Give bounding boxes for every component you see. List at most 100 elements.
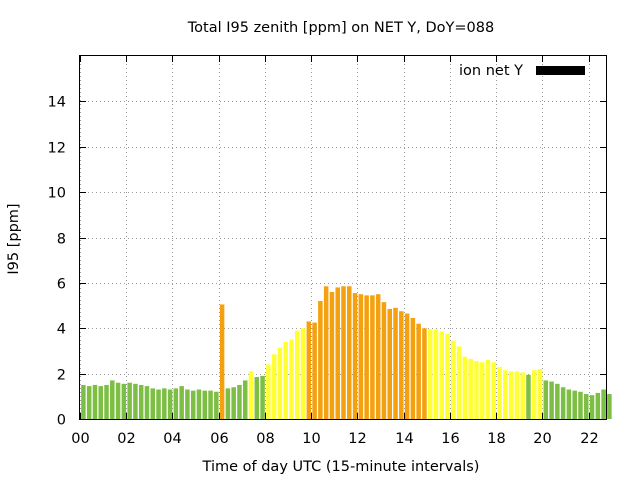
bar xyxy=(312,322,317,419)
bar xyxy=(150,388,156,419)
y-tick-label: 14 xyxy=(48,95,66,111)
bar xyxy=(589,395,595,419)
bar xyxy=(526,374,531,419)
bar xyxy=(248,371,254,419)
bar xyxy=(422,328,427,419)
x-tick-label: 20 xyxy=(533,431,551,447)
x-tick-label: 10 xyxy=(302,431,320,447)
y-tick-label: 8 xyxy=(57,232,66,248)
bar xyxy=(196,389,202,419)
x-tick-label: 16 xyxy=(441,431,459,447)
bar xyxy=(144,386,150,419)
bar xyxy=(156,389,161,419)
y-tick-label: 2 xyxy=(57,368,66,384)
bar xyxy=(497,366,502,419)
bar xyxy=(283,341,288,419)
bar xyxy=(167,389,173,419)
bar xyxy=(445,333,450,419)
bar xyxy=(208,390,213,419)
bar xyxy=(81,384,86,419)
bar xyxy=(381,302,387,419)
bar xyxy=(520,372,525,419)
x-tick-label: 18 xyxy=(487,431,505,447)
bar xyxy=(578,391,583,419)
bar xyxy=(329,291,335,419)
bar xyxy=(179,386,184,419)
bar xyxy=(572,390,577,419)
bar xyxy=(335,287,340,419)
bar xyxy=(404,313,410,419)
bar xyxy=(584,394,589,419)
bar xyxy=(341,286,346,419)
x-tick-label: 02 xyxy=(117,431,135,447)
bar xyxy=(323,286,329,419)
bar xyxy=(560,387,566,419)
bar xyxy=(173,388,179,419)
bar xyxy=(456,346,462,419)
bar xyxy=(214,391,219,419)
bar xyxy=(601,389,606,419)
bar xyxy=(254,377,260,419)
bar xyxy=(485,360,491,419)
bar xyxy=(225,388,231,419)
x-tick-label: 04 xyxy=(163,431,181,447)
bar xyxy=(543,380,549,419)
bar xyxy=(514,371,520,419)
bar xyxy=(295,330,300,419)
bar xyxy=(121,383,127,419)
y-tick-label: 4 xyxy=(57,322,66,338)
x-tick-label: 22 xyxy=(580,431,598,447)
bar xyxy=(595,392,601,419)
bar xyxy=(399,311,404,419)
bar xyxy=(202,390,208,419)
plot-frame xyxy=(79,55,607,420)
bar xyxy=(138,384,144,419)
bar xyxy=(260,375,265,419)
y-tick-label: 10 xyxy=(48,186,66,202)
y-tick-label: 0 xyxy=(57,413,66,429)
chart-title: Total I95 zenith [ppm] on NET Y, DoY=088 xyxy=(187,20,494,36)
bar xyxy=(393,307,398,419)
bar xyxy=(358,294,364,419)
bar xyxy=(110,380,115,419)
bar xyxy=(289,339,294,419)
bar xyxy=(242,380,248,419)
bar xyxy=(271,354,277,419)
bar xyxy=(352,293,358,419)
legend-swatch xyxy=(536,66,585,75)
y-tick-label: 12 xyxy=(48,141,66,157)
x-tick-label: 08 xyxy=(256,431,274,447)
legend: ion net Y xyxy=(459,63,585,79)
bar xyxy=(433,329,439,419)
bar xyxy=(364,295,369,419)
bar xyxy=(462,356,468,419)
bar xyxy=(231,387,236,419)
bar xyxy=(531,370,537,419)
bar xyxy=(468,358,473,419)
bar xyxy=(266,364,271,419)
bar xyxy=(387,308,392,419)
bar xyxy=(566,389,572,419)
bars xyxy=(81,286,612,419)
legend-label: ion net Y xyxy=(459,63,523,79)
bar xyxy=(375,294,381,419)
bar xyxy=(427,329,433,419)
x-tick-label: 14 xyxy=(395,431,413,447)
bar xyxy=(306,321,312,419)
bar xyxy=(491,362,497,419)
bar xyxy=(416,323,421,419)
grid xyxy=(80,56,606,419)
x-axis-label: Time of day UTC (15-minute intervals) xyxy=(202,459,480,475)
bar xyxy=(503,370,508,419)
bar xyxy=(237,384,242,419)
bar xyxy=(300,328,306,419)
bar xyxy=(370,295,375,419)
bar xyxy=(190,390,196,419)
bar xyxy=(347,286,352,419)
bar xyxy=(508,371,514,419)
bar xyxy=(410,318,416,419)
bar xyxy=(133,383,138,419)
bar xyxy=(555,383,560,419)
bar xyxy=(115,382,121,419)
